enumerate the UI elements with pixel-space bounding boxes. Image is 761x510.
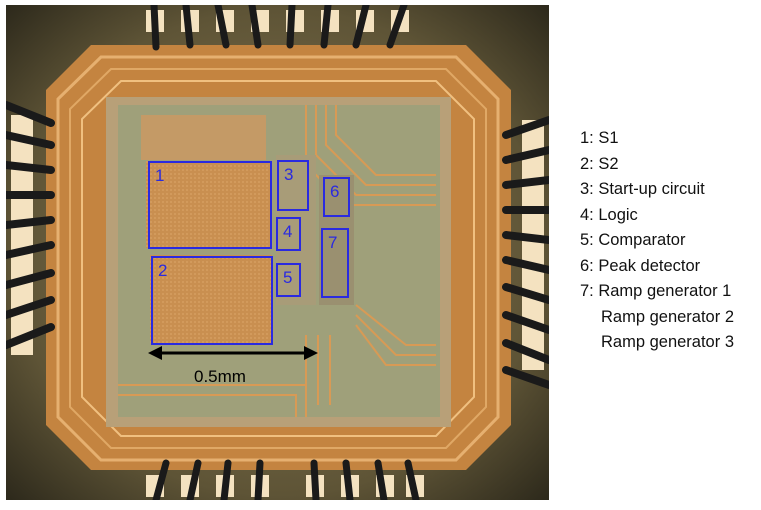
scale-bar-arrow [148, 346, 318, 360]
legend: 1: S1 2: S2 3: Start-up circuit 4: Logic… [580, 126, 760, 356]
legend-item-s2: 2: S2 [580, 154, 619, 173]
box-s1-number: 1 [155, 166, 165, 185]
legend-item-ramp-1: 7: Ramp generator 1 [580, 282, 732, 300]
legend-item-logic: 4: Logic [580, 205, 638, 224]
chip-micrograph: 1 2 3 4 5 6 7 0.5mm [6, 5, 549, 500]
box-s2: 2 [151, 256, 273, 345]
box-startup-number: 3 [284, 165, 294, 184]
scale-bar-label: 0.5mm [194, 367, 246, 386]
box-comparator: 5 [276, 263, 301, 297]
box-peak-detector: 6 [323, 177, 350, 217]
box-logic-number: 4 [283, 222, 293, 241]
die-photo-graphic [6, 5, 549, 500]
box-s2-number: 2 [158, 261, 168, 280]
box-logic: 4 [276, 217, 301, 251]
box-s1: 1 [148, 161, 272, 249]
box-ramp-number: 7 [328, 233, 338, 252]
legend-item-s1: 1: S1 [580, 129, 619, 147]
legend-item-comparator: 5: Comparator [580, 231, 686, 249]
legend-item-ramp-3: Ramp generator 3 [601, 333, 734, 351]
legend-item-peak-detector: 6: Peak detector [580, 256, 701, 275]
legend-item-startup: 3: Start-up circuit [580, 180, 705, 198]
box-ramp-generators: 7 [321, 228, 349, 298]
box-peak-number: 6 [330, 182, 340, 201]
legend-item-ramp-2: Ramp generator 2 [601, 307, 734, 326]
box-comparator-number: 5 [283, 268, 293, 287]
box-startup-circuit: 3 [277, 160, 309, 211]
